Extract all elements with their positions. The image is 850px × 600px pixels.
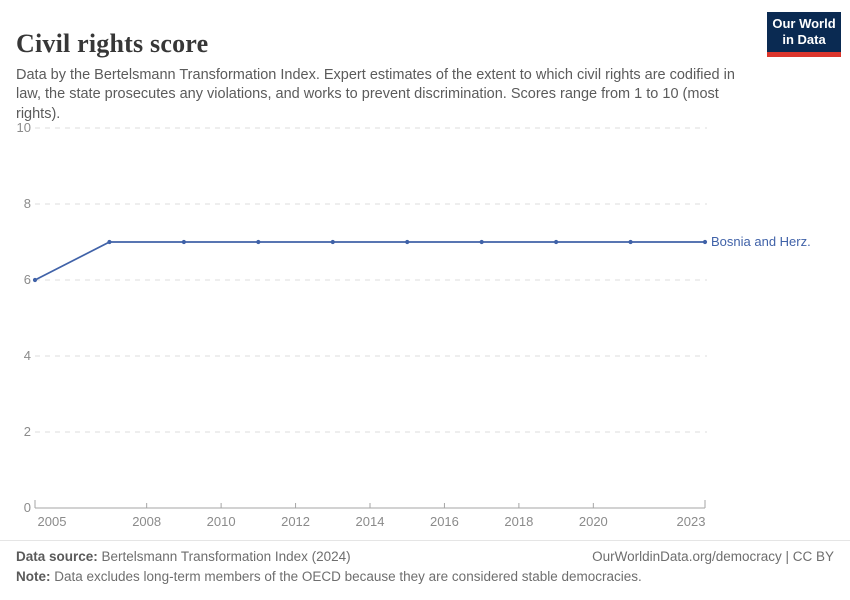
owid-logo[interactable]: Our World in Data [767,12,841,57]
data-point-2011[interactable] [256,239,261,245]
data-point-2019[interactable] [554,239,559,245]
owid-logo-line1: Our World [772,16,836,31]
data-source-label: Data source: [16,549,98,564]
data-point-2015[interactable] [405,239,410,245]
x-tick-label-2018: 2018 [504,514,534,529]
footer-divider [0,540,850,541]
y-tick-label-0: 0 [23,500,31,515]
data-point-2005[interactable] [32,277,38,283]
data-point-2023[interactable] [702,239,708,245]
data-point-2007[interactable] [107,239,112,245]
x-tick-label-2012: 2012 [281,514,311,529]
chart-subtitle: Data by the Bertelsmann Transformation I… [16,66,735,122]
x-tick-label-2008: 2008 [132,514,162,529]
x-tick-label-2005: 2005 [37,514,67,529]
data-point-2009[interactable] [181,239,186,245]
note-label: Note: [16,569,51,584]
y-tick-label-4: 4 [23,348,31,363]
x-tick-label-2023: 2023 [676,514,706,529]
note-text: Data excludes long-term members of the O… [50,569,642,584]
series-label-bosnia-and-herz[interactable]: Bosnia and Herz. [711,234,811,249]
data-point-2013[interactable] [330,239,335,245]
data-source-text: Bertelsmann Transformation Index (2024) [97,549,351,564]
x-tick-label-2020: 2020 [578,514,608,529]
attribution-link[interactable]: OurWorldinData.org/democracy | CC BY [592,549,834,564]
x-tick-label-2016: 2016 [429,514,459,529]
data-point-2021[interactable] [628,239,633,245]
y-tick-label-8: 8 [23,196,31,211]
y-tick-label-6: 6 [23,272,31,287]
y-tick-label-10: 10 [16,120,31,135]
note-line: Note: Data excludes long-term members of… [16,568,642,585]
series-line[interactable] [34,241,705,281]
owid-logo-redbar [767,52,841,57]
x-tick-label-2014: 2014 [355,514,385,529]
owid-logo-line2: in Data [782,32,826,47]
owid-logo-text: Our World in Data [767,12,841,52]
y-tick-label-2: 2 [23,424,31,439]
page-title: Civil rights score [16,29,209,59]
x-tick-label-2010: 2010 [206,514,236,529]
data-point-2017[interactable] [479,239,484,245]
data-source-line: Data source: Bertelsmann Transformation … [16,548,351,565]
